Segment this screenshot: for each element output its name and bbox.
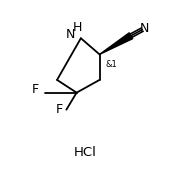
Text: &1: &1 [105,60,117,69]
Text: F: F [56,103,63,116]
Text: HCl: HCl [74,147,96,159]
Text: N: N [66,28,75,40]
Text: H: H [73,21,82,34]
Text: F: F [31,83,39,96]
Text: N: N [140,22,149,35]
Polygon shape [99,33,133,54]
